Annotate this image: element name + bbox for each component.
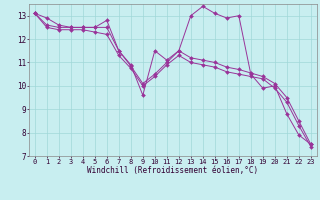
X-axis label: Windchill (Refroidissement éolien,°C): Windchill (Refroidissement éolien,°C) [87, 166, 258, 175]
